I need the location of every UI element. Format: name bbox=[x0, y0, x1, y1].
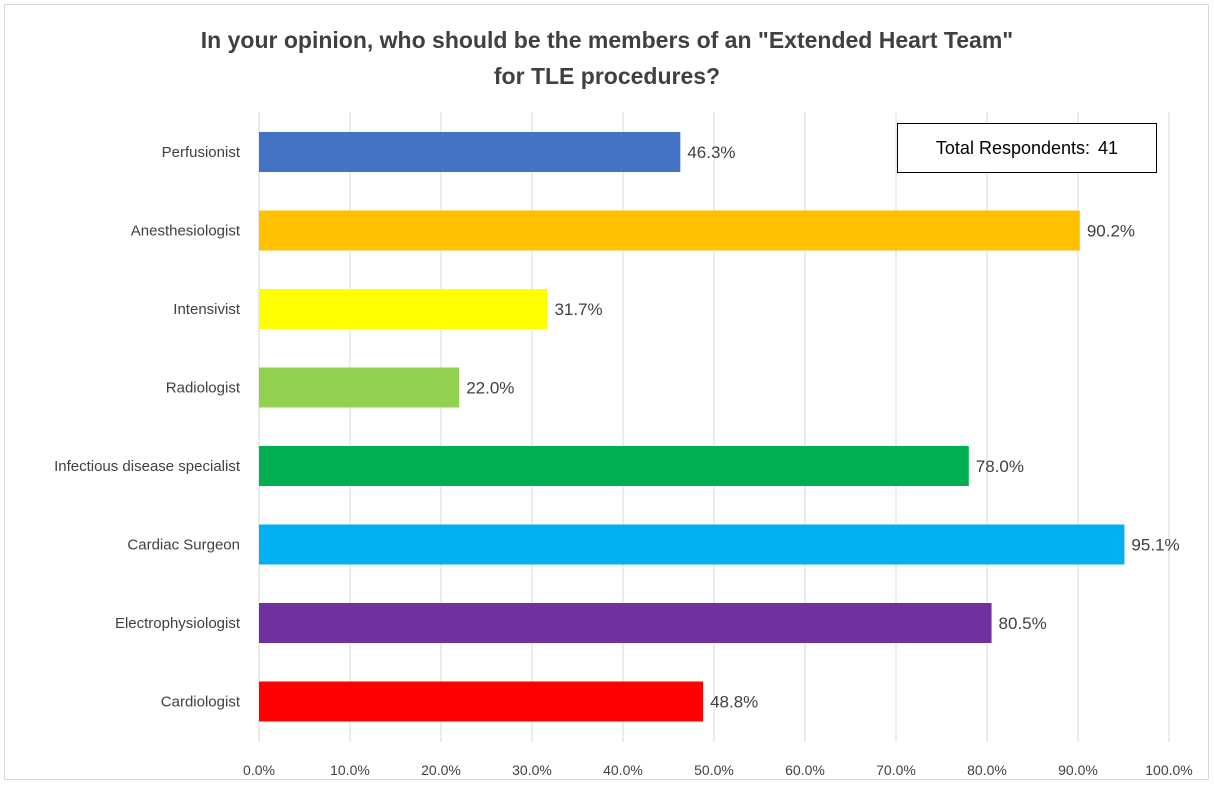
value-label-7: 48.8% bbox=[710, 693, 758, 712]
total-respondents-value: 41 bbox=[1098, 137, 1119, 158]
x-tick-label-5: 50.0% bbox=[694, 762, 734, 778]
bar-7 bbox=[259, 681, 704, 722]
category-label-2: Intensivist bbox=[173, 301, 241, 318]
value-label-2: 31.7% bbox=[554, 300, 602, 319]
x-tick-label-0: 0.0% bbox=[243, 762, 275, 778]
x-tick-label-2: 20.0% bbox=[421, 762, 461, 778]
bar-1 bbox=[259, 210, 1080, 251]
gridlines bbox=[258, 112, 1170, 742]
category-label-3: Radiologist bbox=[166, 380, 241, 397]
category-label-4: Infectious disease specialist bbox=[54, 458, 241, 475]
chart-title: In your opinion, who should be the membe… bbox=[0, 22, 1214, 94]
value-label-0: 46.3% bbox=[687, 143, 735, 162]
bars bbox=[259, 132, 1125, 722]
x-tick-label-7: 70.0% bbox=[876, 762, 916, 778]
x-tick-label-10: 100.0% bbox=[1145, 762, 1192, 778]
bar-0 bbox=[259, 132, 681, 172]
x-axis-tick-labels: 0.0% 10.0% 20.0% 30.0% 40.0% 50.0% 60.0% 70.0% 8… bbox=[243, 762, 1193, 778]
x-tick-label-8: 80.0% bbox=[967, 762, 1007, 778]
chart-title-line-2: for TLE procedures? bbox=[493, 63, 721, 89]
value-label-4: 78.0% bbox=[976, 457, 1024, 476]
value-label-1: 90.2% bbox=[1087, 222, 1135, 241]
total-respondents-box: Total Respondents: 41 bbox=[897, 123, 1157, 173]
category-label-5: Cardiac Surgeon bbox=[127, 537, 240, 554]
category-label-6: Electrophysiologist bbox=[115, 615, 241, 632]
value-label-3: 22.0% bbox=[466, 379, 514, 398]
bar-6 bbox=[259, 603, 992, 643]
x-tick-label-3: 30.0% bbox=[512, 762, 552, 778]
value-label-6: 80.5% bbox=[999, 614, 1047, 633]
category-label-0: Perfusionist bbox=[162, 144, 241, 161]
value-labels: 46.3% 90.2% 31.7% 22.0% 78.0% 95.1% 80.5% 48.8% bbox=[466, 143, 1179, 712]
x-tick-label-1: 10.0% bbox=[330, 762, 370, 778]
x-tick-label-6: 60.0% bbox=[785, 762, 825, 778]
category-label-1: Anesthesiologist bbox=[131, 223, 241, 240]
bar-5 bbox=[259, 524, 1125, 565]
bar-4 bbox=[259, 446, 969, 486]
x-tick-label-9: 90.0% bbox=[1058, 762, 1098, 778]
category-label-7: Cardiologist bbox=[161, 694, 241, 711]
bar-3 bbox=[259, 367, 460, 408]
value-label-5: 95.1% bbox=[1131, 536, 1179, 555]
bar-2 bbox=[259, 289, 548, 329]
x-tick-label-4: 40.0% bbox=[603, 762, 643, 778]
total-respondents-label: Total Respondents: bbox=[935, 137, 1091, 158]
category-labels: Perfusionist Anesthesiologist Intensivist R… bbox=[54, 144, 241, 711]
chart-title-line-1: In your opinion, who should be the membe… bbox=[200, 27, 1014, 53]
